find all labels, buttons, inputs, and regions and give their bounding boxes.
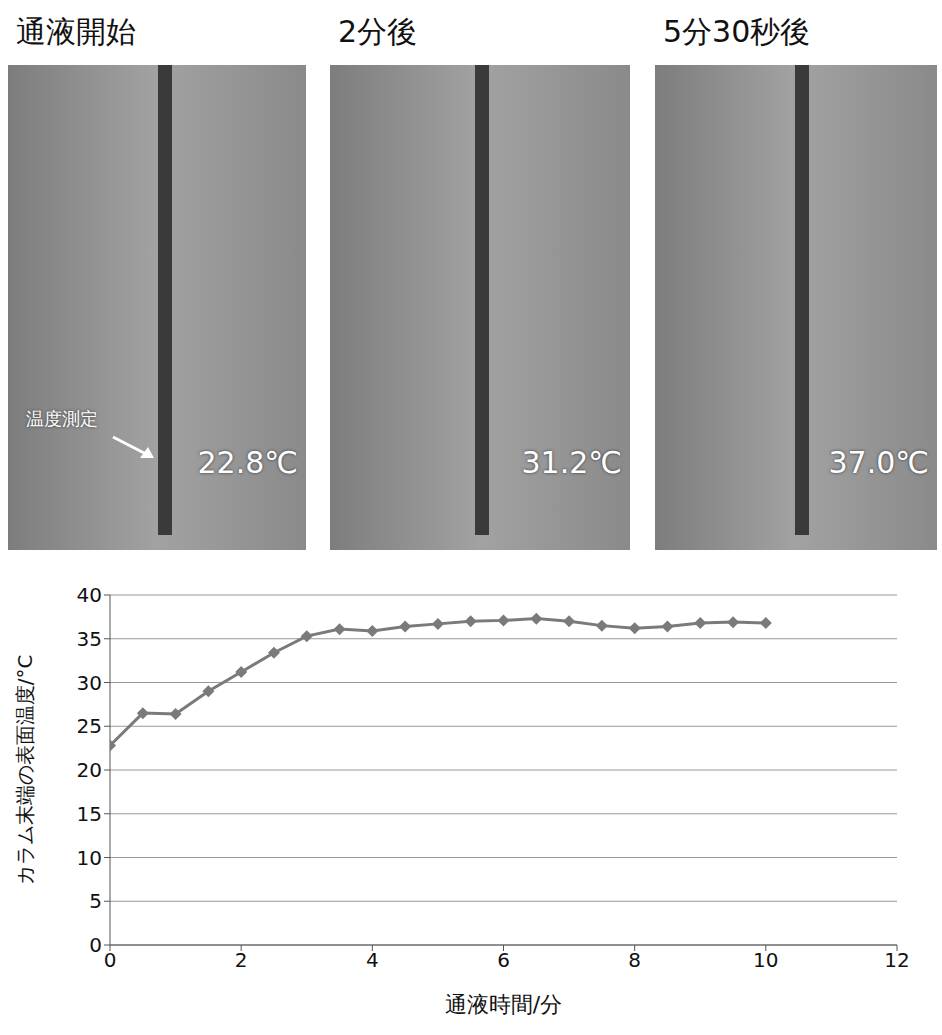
html-text:5分30秒後: 5分30秒後 — [663, 14, 811, 49]
svg-text:35: 35 — [77, 627, 102, 651]
svg-text:6: 6 — [497, 948, 510, 972]
svg-text:10: 10 — [77, 846, 102, 870]
svg-text:4: 4 — [366, 948, 379, 972]
svg-text:12: 12 — [884, 948, 909, 972]
svg-text:カラム末端の表面温度/°C: カラム末端の表面温度/°C — [13, 655, 37, 886]
svg-text:0: 0 — [89, 933, 102, 957]
svg-text:15: 15 — [77, 802, 102, 826]
svg-text:5: 5 — [89, 889, 102, 913]
html-text:31.2℃: 31.2℃ — [521, 445, 622, 480]
svg-text:8: 8 — [628, 948, 641, 972]
svg-text:通液時間/分: 通液時間/分 — [445, 992, 562, 1017]
html-text:37.0℃: 37.0℃ — [828, 445, 929, 480]
html-text:2分後: 2分後 — [338, 14, 418, 49]
svg-text:2: 2 — [235, 948, 248, 972]
html-text:通液開始: 通液開始 — [16, 14, 136, 49]
svg-text:20: 20 — [77, 758, 102, 782]
svg-text:30: 30 — [77, 671, 102, 695]
html-text:温度測定: 温度測定 — [26, 408, 98, 429]
html-text:22.8℃: 22.8℃ — [197, 445, 298, 480]
svg-text:25: 25 — [77, 714, 102, 738]
svg-text:0: 0 — [104, 948, 117, 972]
svg-text:40: 40 — [77, 583, 102, 607]
svg-text:10: 10 — [753, 948, 778, 972]
